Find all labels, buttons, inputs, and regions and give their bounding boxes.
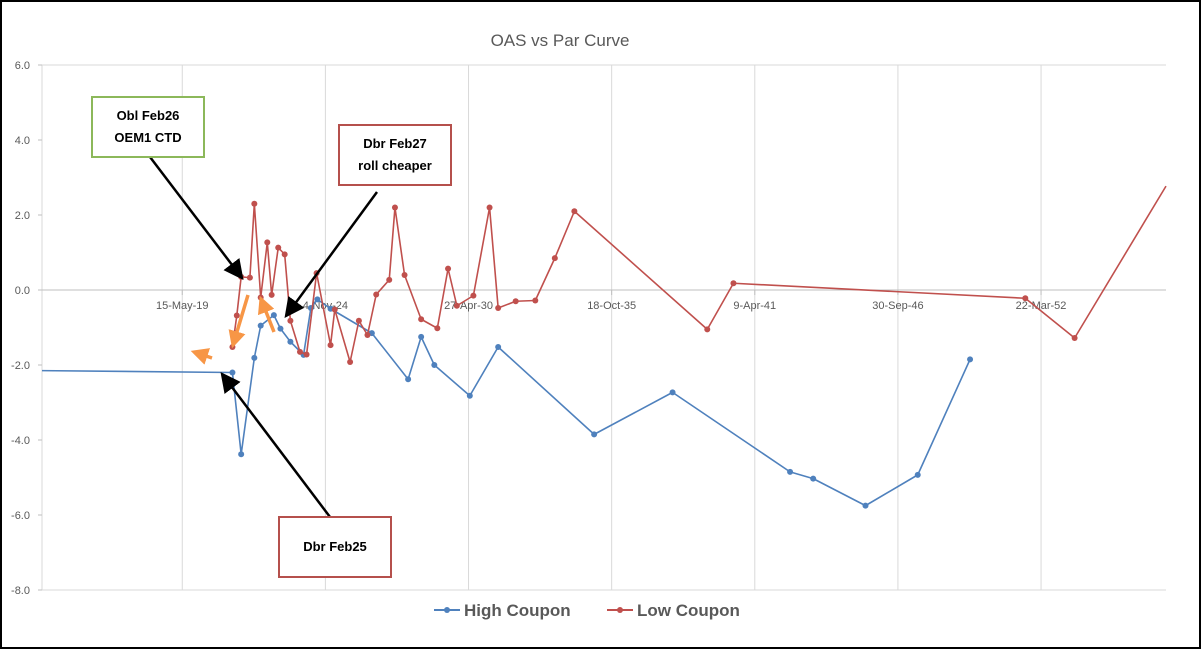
data-point-low-coupon bbox=[1022, 295, 1029, 302]
y-tick-label: -2.0 bbox=[11, 360, 30, 372]
data-point-low-coupon bbox=[303, 351, 310, 358]
data-point-low-coupon bbox=[445, 265, 452, 272]
data-point-low-coupon bbox=[355, 317, 362, 324]
data-point-high-coupon bbox=[787, 468, 794, 475]
data-point-high-coupon bbox=[431, 362, 438, 368]
legend-marker-high-coupon bbox=[444, 607, 450, 613]
series-line-high-coupon bbox=[41, 298, 971, 507]
data-point-high-coupon bbox=[257, 322, 264, 329]
data-point-low-coupon bbox=[364, 332, 371, 338]
x-tick-label: 9-Apr-41 bbox=[733, 300, 776, 312]
data-point-high-coupon bbox=[418, 333, 425, 340]
y-tick-label: 4.0 bbox=[15, 135, 30, 147]
data-point-high-coupon bbox=[669, 389, 676, 396]
data-point-low-coupon bbox=[704, 326, 711, 333]
legend: High Coupon Low Coupon bbox=[434, 601, 740, 620]
data-point-low-coupon bbox=[233, 312, 240, 319]
x-tick-label: 18-Oct-35 bbox=[587, 300, 636, 312]
annotation-obl-feb26: Obl Feb26 OEM1 CTD bbox=[91, 96, 205, 158]
data-point-high-coupon bbox=[967, 356, 974, 363]
data-point-low-coupon bbox=[287, 317, 294, 324]
data-point-low-coupon bbox=[296, 348, 303, 355]
data-point-high-coupon bbox=[287, 338, 294, 345]
data-point-low-coupon bbox=[571, 208, 578, 215]
data-point-high-coupon bbox=[405, 376, 412, 383]
data-point-high-coupon bbox=[495, 344, 502, 350]
data-point-low-coupon bbox=[434, 325, 441, 332]
data-point-low-coupon bbox=[275, 244, 282, 251]
data-point-high-coupon bbox=[229, 369, 236, 376]
data-point-high-coupon bbox=[251, 354, 258, 361]
annotation-dbr-feb27: Dbr Feb27 roll cheaper bbox=[338, 124, 452, 186]
data-point-high-coupon bbox=[810, 475, 817, 482]
y-tick-label: 0.0 bbox=[15, 285, 30, 297]
data-point-low-coupon bbox=[418, 316, 425, 323]
roll-arrow bbox=[257, 295, 276, 333]
legend-label-high-coupon: High Coupon bbox=[464, 601, 571, 620]
data-point-high-coupon bbox=[466, 392, 473, 399]
data-point-low-coupon bbox=[264, 239, 271, 246]
y-tick-label: 2.0 bbox=[15, 210, 30, 222]
data-point-low-coupon bbox=[327, 342, 334, 349]
grid-layer bbox=[41, 64, 1166, 591]
data-point-low-coupon bbox=[453, 302, 460, 309]
annotation-arrows bbox=[149, 156, 379, 518]
data-point-high-coupon bbox=[914, 471, 921, 478]
data-point-low-coupon bbox=[386, 276, 393, 283]
axis-layer: 15-May-19 4-Nov-24 27-Apr-30 18-Oct-35 9-Apr… bbox=[11, 60, 1166, 597]
data-point-low-coupon bbox=[268, 291, 275, 298]
data-point-high-coupon bbox=[314, 296, 321, 303]
data-point-low-coupon bbox=[1071, 335, 1078, 341]
data-point-low-coupon bbox=[373, 291, 380, 298]
data-point-low-coupon bbox=[347, 359, 354, 365]
data-point-low-coupon bbox=[486, 204, 493, 211]
data-point-low-coupon bbox=[251, 200, 258, 207]
data-point-low-coupon bbox=[730, 280, 737, 287]
x-tick-label: 30-Sep-46 bbox=[872, 300, 923, 312]
y-tick-label: -6.0 bbox=[11, 510, 30, 522]
data-point-low-coupon bbox=[512, 298, 519, 305]
y-tick-label: 6.0 bbox=[15, 60, 30, 72]
data-point-low-coupon bbox=[551, 255, 558, 262]
data-point-low-coupon bbox=[281, 251, 288, 258]
callout-arrow bbox=[284, 191, 379, 319]
data-point-low-coupon bbox=[495, 305, 502, 311]
data-point-high-coupon bbox=[591, 431, 598, 438]
roll-arrow bbox=[228, 294, 250, 349]
data-point-low-coupon bbox=[401, 272, 408, 278]
data-point-high-coupon bbox=[862, 502, 869, 509]
annotation-dbr-feb25: Dbr Feb25 bbox=[278, 516, 392, 578]
x-tick-label: 15-May-19 bbox=[156, 300, 209, 312]
data-point-high-coupon bbox=[238, 451, 245, 458]
x-tick-label: 22-Mar-52 bbox=[1016, 300, 1067, 312]
data-point-low-coupon bbox=[246, 274, 253, 281]
data-point-high-coupon bbox=[277, 325, 284, 332]
x-tick-label: 27-Apr-30 bbox=[444, 300, 493, 312]
data-point-low-coupon bbox=[470, 292, 477, 299]
data-point-low-coupon bbox=[331, 306, 338, 313]
legend-label-low-coupon: Low Coupon bbox=[637, 601, 740, 620]
y-tick-label: -8.0 bbox=[11, 585, 30, 597]
legend-marker-low-coupon bbox=[617, 607, 623, 613]
series-layer bbox=[41, 185, 1167, 509]
y-tick-label: -4.0 bbox=[11, 435, 30, 447]
data-point-high-coupon bbox=[270, 312, 277, 319]
data-point-low-coupon bbox=[532, 297, 539, 304]
roll-arrow bbox=[190, 348, 213, 365]
callout-arrow bbox=[220, 372, 331, 518]
chart-title: OAS vs Par Curve bbox=[491, 31, 630, 50]
callout-arrow bbox=[149, 156, 244, 280]
data-point-low-coupon bbox=[391, 204, 398, 211]
